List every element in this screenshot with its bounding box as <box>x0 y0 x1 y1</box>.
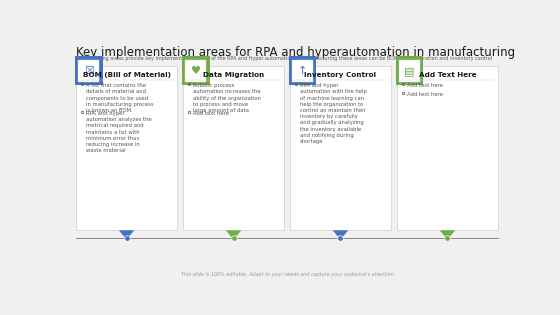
Text: ☒: ☒ <box>83 66 94 76</box>
Text: RPA and hyper
automation analyzes the
metrical required and
maintains a list wit: RPA and hyper automation analyzes the me… <box>86 111 152 153</box>
Text: The following areas provide key implementation areas of the RPA and Hyper automa: The following areas provide key implemen… <box>76 55 492 60</box>
Bar <box>74 55 102 85</box>
Text: Add text here: Add text here <box>407 83 443 88</box>
Text: RPA and hyper
automation with the help
of machine learning can
help the organiza: RPA and hyper automation with the help o… <box>300 83 367 144</box>
Polygon shape <box>333 230 348 239</box>
FancyBboxPatch shape <box>78 60 100 82</box>
Text: Add text here: Add text here <box>193 111 229 116</box>
Text: Inventory Control: Inventory Control <box>305 72 376 78</box>
Text: Robotic process
automation increases the
ability of the organization
to process : Robotic process automation increases the… <box>193 83 261 113</box>
Bar <box>181 55 209 85</box>
FancyBboxPatch shape <box>76 66 177 230</box>
FancyBboxPatch shape <box>183 66 284 230</box>
Text: A list that contains the
details of material and
components to be used
in manufa: A list that contains the details of mate… <box>86 83 154 113</box>
Bar <box>395 55 423 85</box>
Text: BOM (Bill of Material): BOM (Bill of Material) <box>82 72 171 78</box>
FancyBboxPatch shape <box>397 66 498 230</box>
Text: Key implementation areas for RPA and hyperautomation in manufacturing: Key implementation areas for RPA and hyp… <box>76 45 515 59</box>
Text: ♥: ♥ <box>190 66 200 76</box>
Text: ▤: ▤ <box>404 66 415 76</box>
FancyBboxPatch shape <box>185 60 207 82</box>
Text: Add Text Here: Add Text Here <box>419 72 476 78</box>
Bar <box>288 55 316 85</box>
Text: This slide is 100% editable. Adapt to your needs and capture your audience's att: This slide is 100% editable. Adapt to yo… <box>181 272 393 277</box>
Polygon shape <box>440 230 455 239</box>
Polygon shape <box>119 230 134 239</box>
Text: ↑: ↑ <box>298 66 307 76</box>
FancyBboxPatch shape <box>290 66 391 230</box>
FancyBboxPatch shape <box>292 60 314 82</box>
Text: Add text here: Add text here <box>407 92 443 97</box>
Polygon shape <box>226 230 241 239</box>
Text: Data Migration: Data Migration <box>203 72 264 78</box>
FancyBboxPatch shape <box>399 60 421 82</box>
